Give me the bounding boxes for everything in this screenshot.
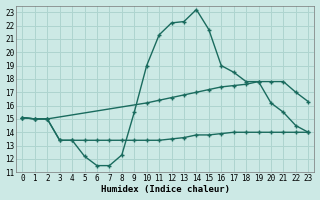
X-axis label: Humidex (Indice chaleur): Humidex (Indice chaleur)	[101, 185, 230, 194]
